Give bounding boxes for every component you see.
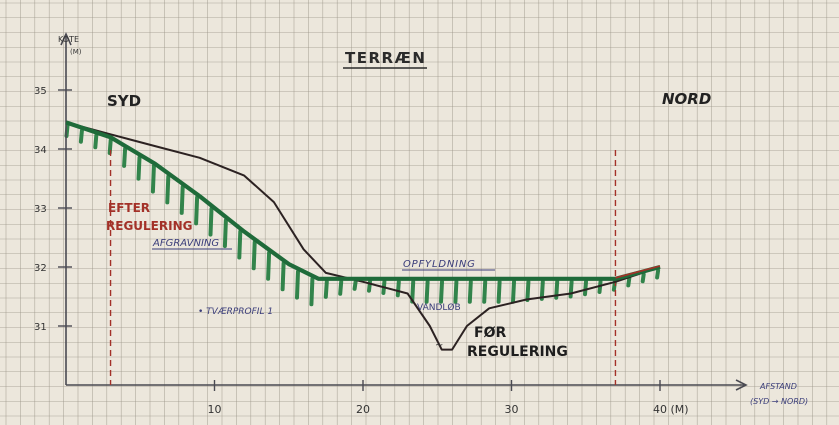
hatch-mark — [136, 155, 142, 181]
hatch-mark — [511, 279, 516, 304]
label-fill: OPFYLDNING — [403, 259, 476, 270]
series-line-before — [65, 121, 661, 351]
label-profile: • TVÆRPROFIL 1 — [198, 307, 273, 317]
hatch-marks — [64, 123, 661, 307]
hatch-mark — [424, 279, 430, 304]
hatch-mark — [597, 279, 603, 294]
water-symbol: ~ — [435, 340, 443, 351]
annotation-before-line1: FØR — [474, 325, 506, 341]
series-line-after — [65, 120, 661, 281]
y-axis-label-unit: (M) — [70, 48, 82, 56]
hatch-mark — [323, 279, 329, 299]
hatch-mark — [467, 279, 473, 304]
hatch-mark — [640, 272, 646, 284]
x-tick-label: 30 — [505, 403, 519, 416]
hatch-mark — [338, 279, 344, 296]
hatch-mark — [439, 279, 444, 304]
x-axis-label-line1: AFSTAND — [759, 382, 797, 391]
y-axis-arrow — [60, 32, 72, 46]
hatch-mark — [208, 206, 214, 237]
x-tick-label: 20 — [356, 403, 370, 416]
left-label: SYD — [107, 92, 141, 110]
hatch-mark — [309, 276, 315, 307]
hatch-mark — [482, 279, 488, 304]
hatch-mark — [655, 268, 661, 280]
x-tick-label: 40 (M) — [653, 403, 689, 416]
right-label: NORD — [662, 90, 711, 108]
x-ticks: 10 20 30 40 (M) — [208, 380, 689, 416]
y-tick-label: 31 — [34, 322, 47, 333]
hatch-mark — [237, 229, 243, 260]
y-tick-label: 35 — [34, 86, 47, 97]
hatch-mark — [266, 250, 272, 281]
x-tick-label: 10 — [208, 403, 222, 416]
label-cut: AFGRAVNING — [152, 238, 219, 249]
hatch-mark — [150, 164, 156, 194]
y-tick-label: 34 — [34, 145, 47, 156]
hatch-mark — [78, 128, 84, 144]
hatch-mark — [93, 133, 99, 150]
label-stream: VANDLØB — [417, 302, 461, 313]
hatch-mark — [352, 279, 358, 291]
hatch-mark — [179, 184, 185, 215]
vertical-markers — [109, 150, 617, 385]
hatch-mark — [539, 279, 545, 301]
hatch-mark — [194, 195, 200, 226]
x-axis-label-line2: (SYD → NORD) — [750, 397, 808, 406]
hatch-mark — [626, 276, 632, 288]
hatch-mark — [453, 279, 459, 304]
hatch-mark — [295, 269, 300, 300]
annotation-before-line2: REGULERING — [467, 344, 568, 360]
annotation-after-line1: EFTER — [108, 201, 150, 215]
x-axis-arrow — [735, 379, 748, 391]
hatch-mark — [280, 261, 286, 292]
y-ticks: 31 32 33 34 35 — [34, 86, 72, 333]
y-axis-label: KOTE — [58, 35, 79, 44]
hatch-mark — [611, 279, 617, 292]
hatch-mark — [496, 279, 502, 304]
hatch-mark — [165, 174, 171, 205]
hatch-mark — [222, 218, 228, 249]
y-tick-label: 32 — [34, 263, 47, 274]
y-tick-label: 33 — [34, 204, 47, 215]
hatch-mark — [122, 146, 128, 168]
hatch-mark — [583, 279, 588, 297]
annotation-after-line2: REGULERING — [106, 219, 192, 233]
page-title: TERRÆN — [345, 49, 426, 67]
series-line-after-red-end — [615, 265, 661, 279]
hatch-mark — [395, 279, 401, 298]
hatch-mark — [410, 279, 416, 304]
hatch-mark — [251, 240, 257, 271]
hatch-mark — [525, 279, 531, 302]
